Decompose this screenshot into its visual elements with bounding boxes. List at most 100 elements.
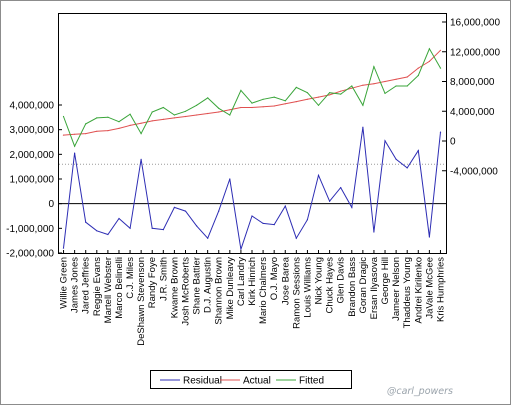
point-residual (140, 158, 142, 160)
point-actual (317, 96, 320, 98)
point-residual (362, 126, 364, 128)
left-tick-label: -1,000,000 (6, 224, 54, 235)
point-residual (262, 222, 264, 224)
point-residual (340, 187, 342, 189)
point-actual (96, 130, 98, 132)
category-label: Glen Davis (336, 257, 347, 304)
category-label: JaVale McGee (424, 257, 435, 319)
point-fitted (273, 96, 275, 98)
point-actual (395, 78, 397, 80)
point-fitted (118, 121, 120, 123)
category-label: Shane Battier (192, 257, 203, 315)
point-actual (62, 134, 65, 136)
point-fitted (240, 89, 242, 91)
point-actual (428, 60, 430, 63)
point-residual (96, 230, 98, 232)
point-residual (229, 178, 231, 180)
point-actual (295, 101, 297, 103)
point-residual (428, 236, 430, 238)
point-residual (273, 224, 275, 226)
legend-label-actual: Actual (243, 376, 271, 387)
point-residual (85, 221, 87, 223)
point-fitted (85, 123, 87, 125)
point-residual (129, 227, 131, 229)
point-actual (240, 106, 242, 109)
category-label: Marco Belinelli (114, 257, 125, 319)
category-label: Nick Young (314, 257, 325, 305)
left-tick-label: 3,000,000 (10, 125, 55, 136)
legend-label-fitted: Fitted (299, 376, 324, 387)
point-fitted (340, 93, 342, 95)
category-label: Shannon Brown (214, 257, 225, 325)
point-actual (306, 98, 308, 100)
point-residual (74, 152, 76, 154)
point-residual (395, 158, 397, 160)
point-residual (173, 206, 175, 208)
right-tick-label: -4,000,000 (450, 166, 498, 177)
point-actual (118, 127, 120, 129)
category-label: Josh McRoberts (181, 257, 192, 326)
category-label: Ramon Sessions (291, 257, 302, 329)
point-residual (218, 210, 220, 212)
point-residual (439, 131, 442, 133)
point-actual (406, 76, 408, 78)
point-residual (184, 210, 187, 212)
point-residual (162, 229, 164, 231)
left-tick-label: -2,000,000 (6, 249, 54, 260)
point-residual (306, 219, 308, 221)
point-actual (351, 87, 353, 89)
point-actual (362, 84, 364, 86)
point-actual (74, 133, 76, 135)
point-fitted (439, 67, 442, 69)
category-label: Thaddeus Young (402, 257, 413, 328)
right-tick-label: 0 (450, 137, 456, 148)
point-fitted (317, 104, 320, 106)
point-residual (384, 140, 386, 142)
point-fitted (140, 133, 142, 135)
point-fitted (362, 104, 364, 106)
category-label: Reggie Evans (92, 257, 103, 316)
point-fitted (218, 107, 220, 109)
category-label: Brandon Bass (347, 257, 358, 317)
point-fitted (96, 117, 98, 119)
plot-area (58, 13, 447, 254)
point-fitted (395, 85, 397, 87)
point-residual (118, 217, 120, 220)
point-actual (184, 115, 187, 118)
point-residual (351, 206, 353, 208)
point-residual (62, 247, 65, 249)
point-actual (85, 133, 87, 135)
point-actual (207, 112, 209, 115)
left-tick-label: 2,000,000 (10, 150, 55, 161)
point-actual (273, 105, 275, 107)
right-tick-label: 16,000,000 (450, 18, 500, 29)
point-actual (162, 118, 164, 120)
point-residual (251, 215, 253, 217)
point-residual (284, 205, 286, 207)
point-residual (406, 167, 408, 169)
point-fitted (129, 113, 131, 115)
category-label: James Jones (70, 257, 81, 313)
point-fitted (284, 100, 286, 102)
left-tick-label: 1,000,000 (10, 175, 55, 186)
category-label: Goran Dragic (358, 257, 369, 314)
right-tick-label: 12,000,000 (450, 47, 500, 58)
category-label: Kirk Hinrich (247, 257, 258, 306)
category-label: DeShawn Stevenson (136, 257, 147, 346)
point-fitted (306, 92, 308, 94)
point-actual (218, 111, 220, 113)
left-tick-label: 4,000,000 (10, 101, 55, 112)
point-actual (262, 106, 264, 108)
category-label: Carl Landry (236, 257, 247, 306)
point-fitted (107, 116, 109, 118)
point-actual (129, 124, 131, 126)
category-label: C.J. Miles (125, 257, 136, 299)
point-fitted (262, 98, 264, 100)
point-fitted (406, 85, 408, 87)
point-actual (229, 109, 231, 111)
point-actual (439, 49, 442, 51)
watermark: @carl_powers (387, 386, 453, 397)
point-residual (207, 237, 209, 239)
point-residual (373, 231, 375, 233)
category-label: Randy Foye (147, 257, 158, 308)
